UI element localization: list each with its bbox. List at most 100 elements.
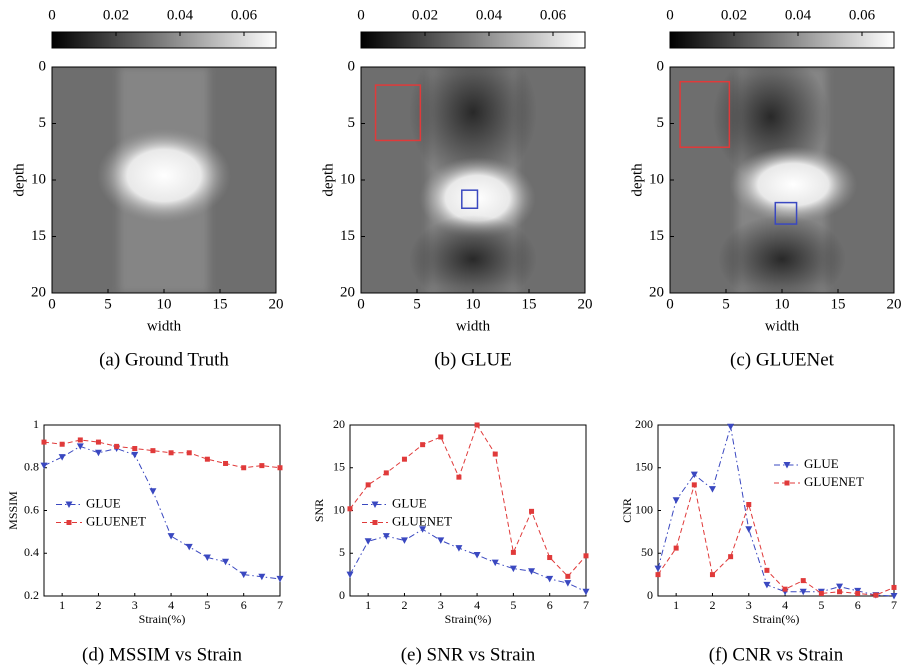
legend-label: GLUENET	[804, 474, 864, 489]
y-tick-label: 100	[635, 502, 653, 516]
x-axis-label: width	[765, 318, 800, 334]
y-tick-label: 0	[339, 588, 345, 602]
marker	[564, 580, 571, 587]
colorbar-tick-label: 0.06	[540, 7, 567, 23]
caption: (f) CNR vs Strain	[709, 644, 844, 665]
marker	[656, 572, 661, 577]
marker	[528, 568, 535, 575]
colorbar	[52, 32, 276, 48]
marker	[438, 434, 443, 439]
colorbar-tick-label: 0.04	[476, 7, 503, 23]
marker	[565, 574, 570, 579]
caption: (d) MSSIM vs Strain	[82, 644, 242, 665]
y-tick-label: 5	[39, 115, 47, 131]
x-axis-label: Strain(%)	[139, 612, 186, 626]
marker	[492, 560, 499, 567]
x-tick-label: 5	[722, 296, 730, 312]
x-tick-label: 3	[438, 598, 444, 612]
marker	[150, 448, 155, 453]
y-tick-label: 0.8	[24, 460, 39, 474]
x-tick-label: 6	[241, 598, 247, 612]
x-tick-label: 1	[673, 598, 679, 612]
marker	[401, 537, 408, 544]
x-tick-label: 5	[204, 598, 210, 612]
x-tick-label: 4	[474, 598, 480, 612]
marker	[691, 472, 698, 479]
marker	[187, 450, 192, 455]
x-tick-label: 10	[157, 296, 172, 312]
marker	[819, 591, 824, 596]
y-tick-label: 20	[333, 417, 345, 431]
y-tick-label: 0	[657, 58, 665, 74]
x-tick-label: 7	[583, 598, 589, 612]
colorbar-tick-label: 0.06	[231, 7, 258, 23]
y-tick-label: 0.6	[24, 502, 39, 516]
x-tick-label: 7	[277, 598, 283, 612]
marker	[673, 497, 680, 504]
x-tick-label: 4	[168, 598, 174, 612]
marker	[132, 446, 137, 451]
plot-frame	[44, 425, 280, 596]
marker	[456, 475, 461, 480]
x-tick-label: 5	[413, 296, 421, 312]
marker	[222, 559, 229, 566]
marker	[149, 488, 156, 495]
marker	[727, 424, 734, 431]
x-tick-label: 15	[213, 296, 228, 312]
colorbar	[670, 32, 894, 48]
y-tick-label: 5	[339, 545, 345, 559]
marker	[60, 442, 65, 447]
marker	[95, 450, 102, 457]
legend-label: GLUENET	[392, 513, 452, 528]
y-tick-label: 200	[635, 417, 653, 431]
marker	[114, 444, 119, 449]
marker	[855, 591, 860, 596]
x-axis-label: width	[456, 318, 491, 334]
plot-frame	[658, 425, 894, 596]
y-tick-label: 15	[333, 460, 345, 474]
heatmap	[52, 67, 276, 293]
x-tick-label: 3	[746, 598, 752, 612]
y-tick-label: 1	[33, 417, 39, 431]
marker	[67, 520, 72, 525]
y-tick-label: 20	[340, 284, 355, 300]
legend-label: GLUE	[804, 456, 839, 471]
marker	[529, 509, 534, 514]
figure: 00.020.040.060510152005101520widthdepth(…	[0, 0, 904, 671]
x-tick-label: 1	[365, 598, 371, 612]
x-tick-label: 0	[48, 296, 56, 312]
marker	[546, 576, 553, 583]
marker	[96, 440, 101, 445]
marker	[366, 482, 371, 487]
x-tick-label: 15	[831, 296, 846, 312]
y-axis-label: SNR	[312, 499, 326, 522]
marker	[474, 552, 481, 559]
x-tick-label: 10	[775, 296, 790, 312]
y-tick-label: 10	[649, 171, 664, 187]
x-tick-label: 5	[104, 296, 112, 312]
y-tick-label: 0.2	[24, 588, 39, 602]
y-tick-label: 15	[340, 228, 355, 244]
x-tick-label: 6	[855, 598, 861, 612]
marker	[384, 470, 389, 475]
series-line	[658, 485, 894, 595]
x-tick-label: 1	[59, 598, 65, 612]
legend-label: GLUENET	[86, 513, 146, 528]
marker	[259, 463, 264, 468]
colorbar-tick-label: 0.06	[849, 7, 876, 23]
marker	[873, 593, 878, 598]
y-tick-label: 15	[649, 228, 664, 244]
x-tick-label: 20	[578, 296, 593, 312]
marker	[837, 589, 842, 594]
y-axis-label: MSSIM	[6, 491, 20, 530]
caption: (c) GLUENet	[730, 349, 835, 370]
marker	[437, 537, 444, 544]
marker	[710, 572, 715, 577]
colorbar-tick-label: 0.02	[412, 7, 438, 23]
colorbar	[361, 32, 585, 48]
marker	[373, 520, 378, 525]
marker	[223, 461, 228, 466]
y-axis-label: depth	[320, 163, 336, 197]
series-line	[350, 425, 586, 576]
y-axis-label: CNR	[620, 498, 634, 523]
